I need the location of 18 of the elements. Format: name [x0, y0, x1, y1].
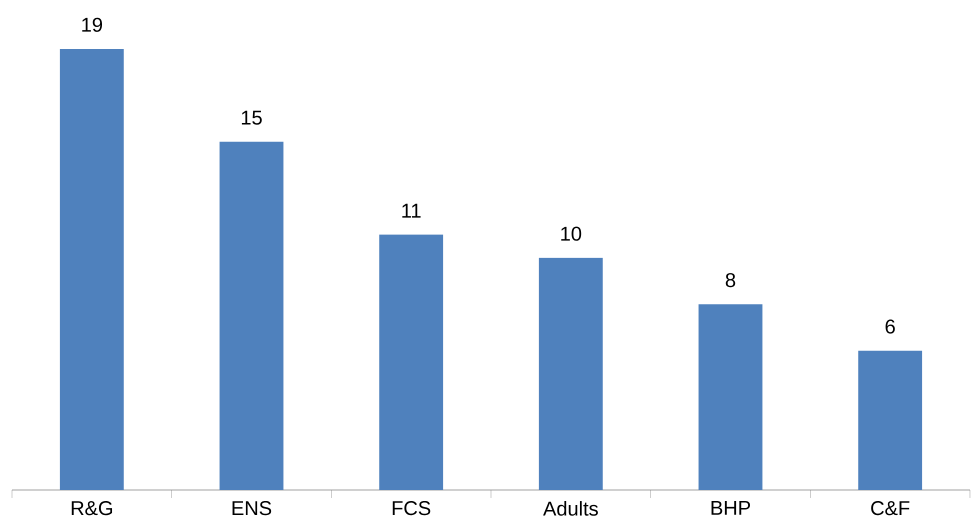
x-tick-label: ENS	[232, 501, 272, 516]
bar	[220, 142, 284, 490]
data-label: 11	[402, 204, 421, 218]
x-tick-label: C&F	[871, 501, 910, 516]
x-tick-label: R&G	[72, 501, 112, 516]
data-label: 19	[82, 18, 102, 32]
data-label: 8	[726, 273, 736, 288]
data-label: 10	[561, 226, 582, 241]
bar	[379, 234, 444, 490]
bar	[858, 350, 922, 490]
bar	[538, 258, 603, 490]
bar	[60, 48, 124, 490]
x-tick-label: Adults	[543, 501, 598, 516]
x-tick-label: FCS	[392, 501, 430, 516]
data-label: 15	[242, 110, 262, 125]
bar	[698, 304, 762, 490]
x-tick-label: BHP	[712, 501, 750, 515]
data-label: 6	[886, 319, 895, 334]
